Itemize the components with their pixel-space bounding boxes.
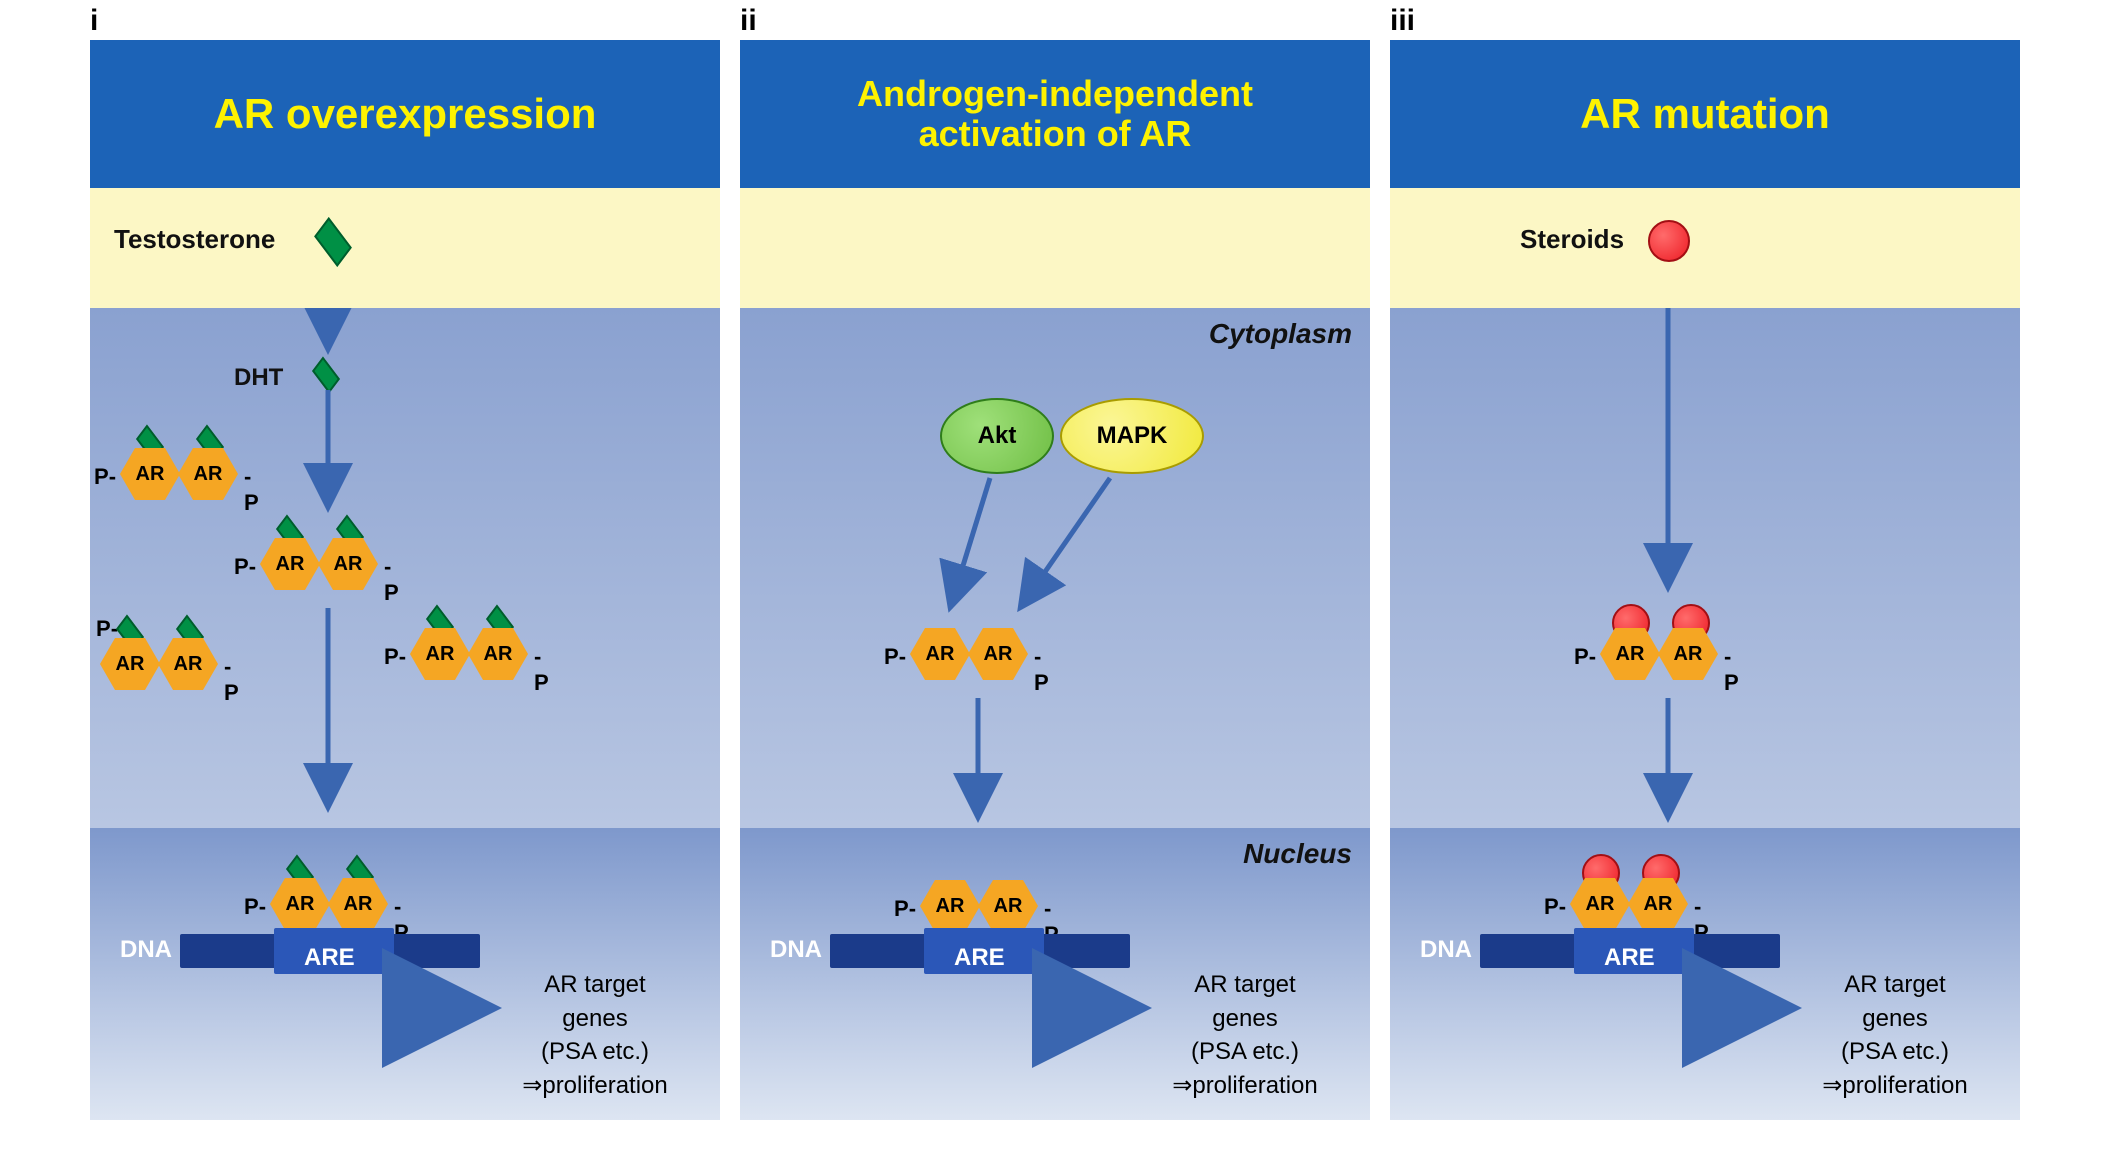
- p-label: P-: [94, 464, 116, 490]
- ar-hexagon-icon: AR: [920, 880, 980, 932]
- testosterone-label: Testosterone: [114, 224, 275, 255]
- p-label: -P: [534, 644, 549, 696]
- ar-hexagon-icon: AR: [910, 628, 970, 680]
- p-label: P-: [894, 896, 916, 922]
- p-label: P-: [1544, 894, 1566, 920]
- steroid-circle-icon: [1648, 220, 1690, 262]
- are-label: ARE: [1604, 944, 1655, 972]
- p-label: -P: [1034, 644, 1049, 696]
- ar-hexagon-icon: AR: [1658, 628, 1718, 680]
- ar-hexagon-icon: AR: [120, 448, 180, 500]
- panel-iii-header: AR mutation: [1390, 40, 2020, 188]
- panel-i-nucleus: P- AR AR -P DNA ARE AR target genes (PSA…: [90, 828, 720, 1120]
- panel-iii-cytoplasm-arrows: [1390, 308, 2020, 828]
- dna-label: DNA: [770, 936, 822, 964]
- ar-hexagon-icon: AR: [260, 538, 320, 590]
- panel-ii-extracellular: [740, 188, 1370, 308]
- diagram-container: i ii iii AR overexpression Testosterone …: [0, 0, 2126, 1152]
- testosterone-diamond-icon: [314, 217, 352, 267]
- p-label: P-: [234, 554, 256, 580]
- panel-ii-cytoplasm: Cytoplasm Akt MAPK P- AR AR -P: [740, 308, 1370, 828]
- ar-hexagon-icon: AR: [1628, 878, 1688, 930]
- ar-hexagon-icon: AR: [978, 880, 1038, 932]
- ar-hexagon-icon: AR: [100, 638, 160, 690]
- p-label: -P: [224, 654, 239, 706]
- ar-hexagon-icon: AR: [968, 628, 1028, 680]
- panel-i-cytoplasm: DHT P- AR AR -P P- AR AR -P: [90, 308, 720, 828]
- dna-label: DNA: [1420, 936, 1472, 964]
- panel-iii-extracellular: Steroids: [1390, 188, 2020, 308]
- panel-iii-nucleus: P- AR AR -P DNA ARE AR target genes (PSA…: [1390, 828, 2020, 1120]
- mapk-ellipse-icon: MAPK: [1060, 398, 1204, 474]
- dht-label: DHT: [234, 364, 283, 392]
- panel-i-extracellular: Testosterone: [90, 188, 720, 308]
- ar-hexagon-icon: AR: [158, 638, 218, 690]
- akt-ellipse-icon: Akt: [940, 398, 1054, 474]
- ar-hexagon-icon: AR: [1570, 878, 1630, 930]
- ar-hexagon-icon: AR: [270, 878, 330, 930]
- ar-hexagon-icon: AR: [468, 628, 528, 680]
- p-label: -P: [1724, 644, 1739, 696]
- panel-label-ii: ii: [740, 4, 757, 38]
- ar-hexagon-icon: AR: [410, 628, 470, 680]
- dna-label: DNA: [120, 936, 172, 964]
- result-text: AR target genes (PSA etc.) ⇒proliferatio…: [490, 968, 700, 1102]
- panel-iii: AR mutation Steroids P- AR AR -P: [1390, 40, 2020, 1120]
- p-label: P-: [384, 644, 406, 670]
- result-text: AR target genes (PSA etc.) ⇒proliferatio…: [1140, 968, 1350, 1102]
- are-label: ARE: [954, 944, 1005, 972]
- panel-i: AR overexpression Testosterone DHT P- AR…: [90, 40, 720, 1120]
- p-label: P-: [96, 616, 118, 642]
- ar-hexagon-icon: AR: [318, 538, 378, 590]
- p-label: -P: [384, 554, 399, 606]
- panel-label-i: i: [90, 4, 98, 38]
- panel-i-cytoplasm-arrows: [90, 308, 720, 828]
- ar-hexagon-icon: AR: [1600, 628, 1660, 680]
- panel-ii: Androgen-independent activation of AR Cy…: [740, 40, 1370, 1120]
- cytoplasm-region-label: Cytoplasm: [1209, 318, 1352, 350]
- p-label: P-: [244, 894, 266, 920]
- panel-ii-nucleus: Nucleus P- AR AR -P DNA ARE AR target ge…: [740, 828, 1370, 1120]
- panel-ii-cytoplasm-arrows: [740, 308, 1370, 828]
- are-label: ARE: [304, 944, 355, 972]
- panel-ii-header: Androgen-independent activation of AR: [740, 40, 1370, 188]
- panel-label-iii: iii: [1390, 4, 1415, 38]
- dht-diamond-icon: [312, 356, 340, 393]
- panel-i-header: AR overexpression: [90, 40, 720, 188]
- ar-hexagon-icon: AR: [328, 878, 388, 930]
- p-label: P-: [1574, 644, 1596, 670]
- p-label: -P: [244, 464, 259, 516]
- steroids-label: Steroids: [1520, 224, 1624, 255]
- p-label: P-: [884, 644, 906, 670]
- ar-hexagon-icon: AR: [178, 448, 238, 500]
- panel-iii-cytoplasm: P- AR AR -P: [1390, 308, 2020, 828]
- result-text: AR target genes (PSA etc.) ⇒proliferatio…: [1790, 968, 2000, 1102]
- nucleus-region-label: Nucleus: [1243, 838, 1352, 870]
